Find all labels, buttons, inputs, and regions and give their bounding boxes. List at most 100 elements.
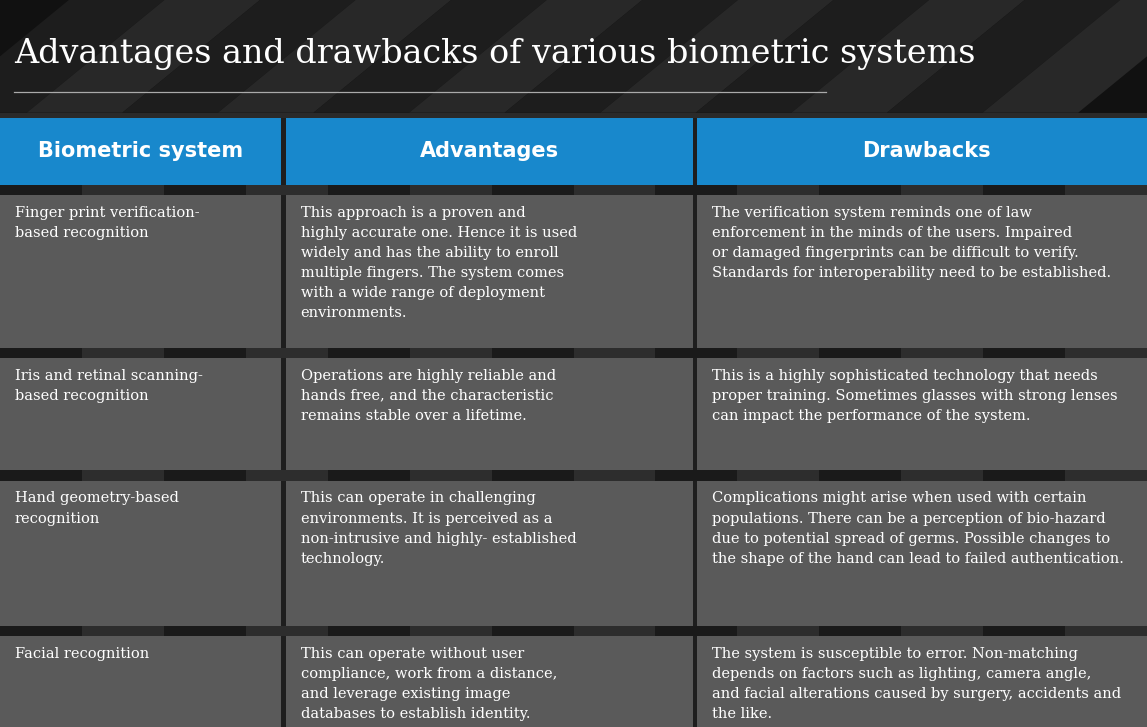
- Bar: [983, 626, 1066, 636]
- Bar: [697, 636, 1147, 727]
- Bar: [0, 118, 281, 185]
- Text: Advantages: Advantages: [420, 141, 559, 161]
- Bar: [983, 348, 1066, 358]
- Bar: [1066, 348, 1147, 358]
- Bar: [409, 185, 492, 195]
- Text: Biometric system: Biometric system: [38, 141, 243, 161]
- Bar: [819, 626, 902, 636]
- Bar: [245, 470, 328, 481]
- Bar: [983, 185, 1066, 195]
- Bar: [164, 470, 245, 481]
- Bar: [0, 348, 81, 358]
- Bar: [574, 470, 655, 481]
- Text: Hand geometry-based
recognition: Hand geometry-based recognition: [15, 491, 179, 526]
- Bar: [902, 470, 983, 481]
- Text: The system is susceptible to error. Non-matching
depends on factors such as ligh: The system is susceptible to error. Non-…: [712, 647, 1122, 721]
- Bar: [492, 185, 574, 195]
- Text: Finger print verification-
based recognition: Finger print verification- based recogni…: [15, 206, 200, 240]
- Bar: [0, 348, 1147, 358]
- Bar: [81, 470, 164, 481]
- Polygon shape: [887, 0, 1121, 113]
- Text: This can operate without user
compliance, work from a distance,
and leverage exi: This can operate without user compliance…: [301, 647, 557, 721]
- Bar: [819, 470, 902, 481]
- Bar: [0, 185, 81, 195]
- Bar: [655, 185, 738, 195]
- Bar: [902, 185, 983, 195]
- Bar: [164, 626, 245, 636]
- Polygon shape: [983, 0, 1147, 113]
- Text: Drawbacks: Drawbacks: [863, 141, 991, 161]
- Bar: [819, 185, 902, 195]
- Bar: [286, 636, 693, 727]
- Bar: [0, 481, 281, 626]
- Text: This approach is a proven and
highly accurate one. Hence it is used
widely and h: This approach is a proven and highly acc…: [301, 206, 577, 320]
- Polygon shape: [123, 0, 356, 113]
- Bar: [409, 626, 492, 636]
- Bar: [1066, 185, 1147, 195]
- Bar: [1066, 470, 1147, 481]
- Polygon shape: [218, 0, 451, 113]
- Bar: [492, 348, 574, 358]
- Bar: [0, 470, 81, 481]
- Bar: [81, 348, 164, 358]
- Bar: [164, 185, 245, 195]
- Bar: [286, 358, 693, 470]
- Text: Iris and retinal scanning-
based recognition: Iris and retinal scanning- based recogni…: [15, 369, 203, 403]
- Bar: [245, 348, 328, 358]
- Text: This is a highly sophisticated technology that needs
proper training. Sometimes : This is a highly sophisticated technolog…: [712, 369, 1118, 422]
- Bar: [697, 195, 1147, 348]
- Bar: [328, 185, 409, 195]
- Text: This can operate in challenging
environments. It is perceived as a
non-intrusive: This can operate in challenging environm…: [301, 491, 576, 566]
- Bar: [738, 348, 819, 358]
- Bar: [1066, 626, 1147, 636]
- Bar: [655, 470, 738, 481]
- Bar: [245, 626, 328, 636]
- Text: Operations are highly reliable and
hands free, and the characteristic
remains st: Operations are highly reliable and hands…: [301, 369, 555, 422]
- Polygon shape: [409, 0, 642, 113]
- Bar: [902, 348, 983, 358]
- Bar: [697, 358, 1147, 470]
- Bar: [164, 348, 245, 358]
- Bar: [81, 185, 164, 195]
- Bar: [286, 481, 693, 626]
- Bar: [245, 185, 328, 195]
- Bar: [574, 348, 655, 358]
- Polygon shape: [26, 0, 260, 113]
- Bar: [0, 626, 1147, 636]
- Bar: [738, 185, 819, 195]
- Bar: [983, 470, 1066, 481]
- Bar: [328, 626, 409, 636]
- Bar: [574, 626, 655, 636]
- Bar: [492, 626, 574, 636]
- Bar: [0, 195, 281, 348]
- Bar: [0, 626, 81, 636]
- Bar: [655, 348, 738, 358]
- Bar: [409, 470, 492, 481]
- Bar: [328, 348, 409, 358]
- Bar: [0, 0, 1147, 113]
- Bar: [0, 470, 1147, 481]
- Text: The verification system reminds one of law
enforcement in the minds of the users: The verification system reminds one of l…: [712, 206, 1111, 280]
- Polygon shape: [696, 0, 929, 113]
- Bar: [738, 470, 819, 481]
- Bar: [574, 185, 655, 195]
- Bar: [0, 636, 281, 727]
- Bar: [492, 470, 574, 481]
- Bar: [655, 626, 738, 636]
- Text: Advantages and drawbacks of various biometric systems: Advantages and drawbacks of various biom…: [14, 38, 975, 70]
- Polygon shape: [0, 0, 164, 113]
- Bar: [409, 348, 492, 358]
- Bar: [286, 195, 693, 348]
- Polygon shape: [505, 0, 738, 113]
- Bar: [286, 118, 693, 185]
- Polygon shape: [313, 0, 547, 113]
- Bar: [697, 118, 1147, 185]
- Bar: [738, 626, 819, 636]
- Text: Facial recognition: Facial recognition: [15, 647, 149, 661]
- Text: Complications might arise when used with certain
populations. There can be a per: Complications might arise when used with…: [712, 491, 1124, 566]
- Bar: [81, 626, 164, 636]
- Bar: [0, 113, 1147, 118]
- Bar: [819, 348, 902, 358]
- Bar: [697, 481, 1147, 626]
- Bar: [902, 626, 983, 636]
